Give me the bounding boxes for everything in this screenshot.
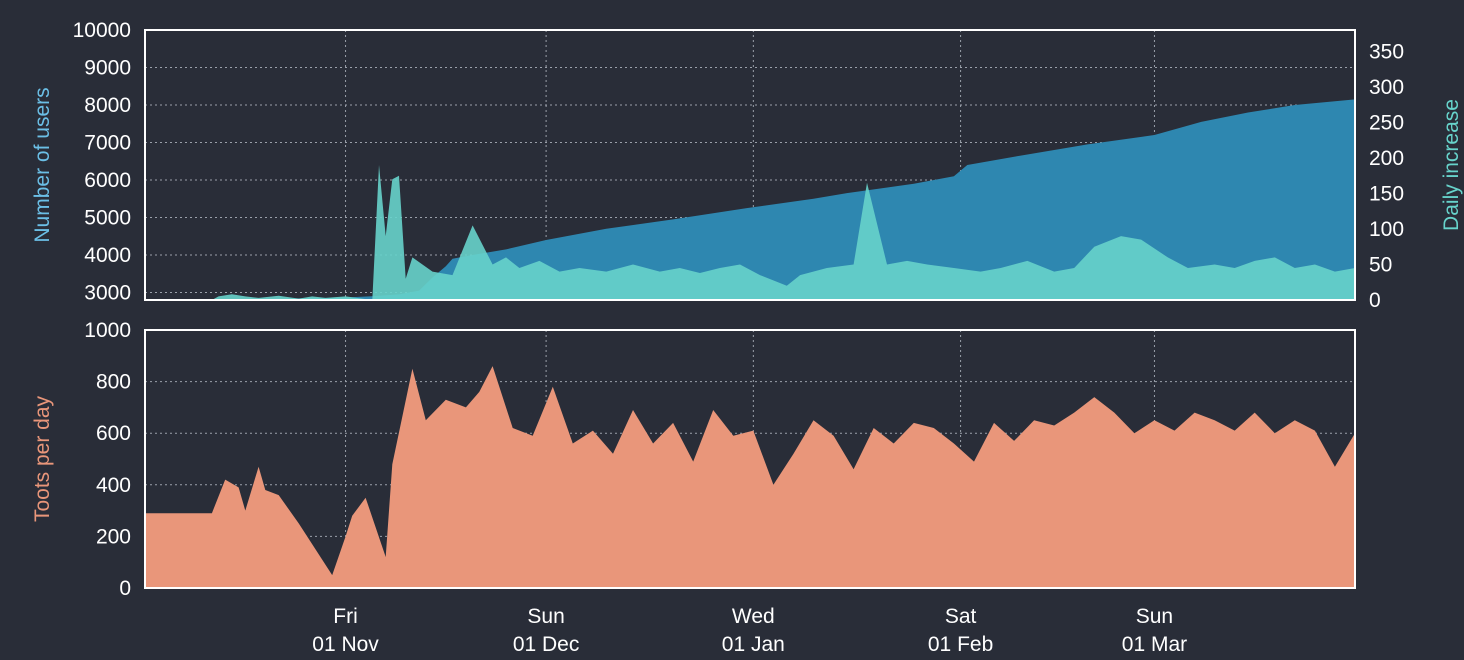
y-tick-label: 800 (96, 371, 131, 394)
y-tick-label: 6000 (84, 169, 131, 192)
y-tick-label: 400 (96, 474, 131, 497)
y-tick-label: 5000 (84, 207, 131, 230)
y2-tick-label: 50 (1369, 253, 1392, 276)
y2-axis-label: Daily increase (1440, 99, 1463, 231)
x-axis: Fri 01 Nov Sun 01 Dec Wed 01 Jan Sat 01 Feb Sun 0… (312, 605, 1187, 656)
plot-frame (144, 29, 1356, 301)
y2-tick-label: 350 (1369, 40, 1404, 63)
y-tick-label: 4000 (84, 244, 131, 267)
y-tick-label: 0 (119, 577, 131, 600)
users-area (145, 99, 1355, 301)
daily-increase-area (145, 165, 1355, 300)
y2-tick-label: 100 (1369, 218, 1404, 241)
x-tick-date: 01 Feb (928, 633, 993, 656)
plot-frame (144, 329, 1356, 589)
x-tick-date: 01 Dec (513, 633, 580, 656)
y-axis-label: Toots per day (31, 395, 54, 522)
toots-area (145, 366, 1355, 588)
y2-tick-label: 300 (1369, 76, 1404, 99)
users-panel: 3000 4000 5000 6000 7000 8000 9000 10000 0 50 100 1… (31, 19, 1463, 312)
y2-tick-label: 250 (1369, 111, 1404, 134)
y-tick-label: 7000 (84, 132, 131, 155)
y2-tick-label: 200 (1369, 147, 1404, 170)
y2-tick-label: 0 (1369, 289, 1381, 312)
y-tick-label: 1000 (84, 319, 131, 342)
x-tick-weekday: Sun (1136, 605, 1173, 628)
y-axis-label: Number of users (31, 87, 54, 242)
x-tick-weekday: Wed (732, 605, 775, 628)
y2-tick-label: 150 (1369, 182, 1404, 205)
x-tick-weekday: Sun (527, 605, 564, 628)
x-tick-weekday: Fri (333, 605, 358, 628)
y-tick-label: 3000 (84, 282, 131, 305)
y-tick-label: 10000 (73, 19, 131, 42)
x-tick-date: 01 Nov (312, 633, 379, 656)
x-tick-weekday: Sat (945, 605, 977, 628)
y-tick-label: 8000 (84, 94, 131, 117)
y-tick-label: 9000 (84, 57, 131, 80)
x-tick-date: 01 Mar (1122, 633, 1187, 656)
toots-panel: 0 200 400 600 800 1000 Toots per day (31, 319, 1356, 600)
x-tick-date: 01 Jan (722, 633, 785, 656)
y-tick-label: 600 (96, 422, 131, 445)
y-tick-label: 200 (96, 525, 131, 548)
